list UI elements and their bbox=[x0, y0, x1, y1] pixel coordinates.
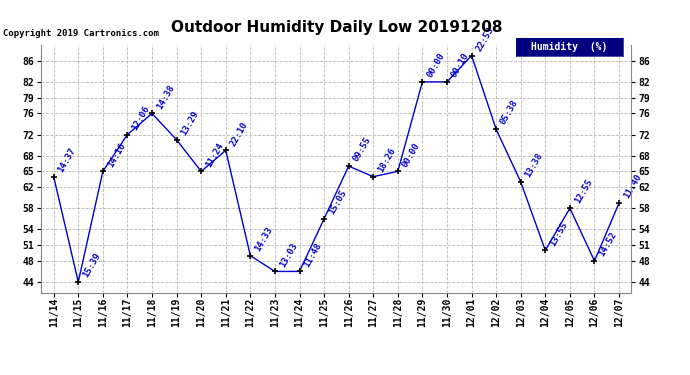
Text: 00:00: 00:00 bbox=[401, 141, 422, 169]
Text: 15:05: 15:05 bbox=[327, 188, 348, 216]
Text: 14:37: 14:37 bbox=[57, 146, 78, 174]
Text: 05:38: 05:38 bbox=[499, 99, 520, 126]
Text: 13:55: 13:55 bbox=[548, 220, 569, 248]
Text: 14:33: 14:33 bbox=[253, 225, 275, 253]
Text: 18:26: 18:26 bbox=[376, 146, 397, 174]
Text: 13:38: 13:38 bbox=[524, 152, 544, 179]
Text: 15:39: 15:39 bbox=[81, 251, 102, 279]
Text: 22:53: 22:53 bbox=[474, 25, 495, 53]
Text: 00:10: 00:10 bbox=[450, 51, 471, 79]
Text: 11:40: 11:40 bbox=[622, 172, 643, 200]
Text: 11:24: 11:24 bbox=[204, 141, 225, 169]
Text: 14:38: 14:38 bbox=[155, 83, 176, 111]
Text: 14:52: 14:52 bbox=[598, 230, 618, 258]
Text: 13:03: 13:03 bbox=[277, 241, 299, 268]
Text: 22:10: 22:10 bbox=[228, 120, 250, 147]
Text: 00:00: 00:00 bbox=[425, 51, 446, 79]
Title: Outdoor Humidity Daily Low 20191208: Outdoor Humidity Daily Low 20191208 bbox=[170, 20, 502, 35]
Text: 14:16: 14:16 bbox=[106, 141, 127, 169]
Text: 13:29: 13:29 bbox=[179, 109, 201, 137]
Text: 12:06: 12:06 bbox=[130, 104, 151, 132]
Text: 12:55: 12:55 bbox=[573, 178, 594, 206]
Text: 11:48: 11:48 bbox=[302, 241, 324, 268]
Text: Copyright 2019 Cartronics.com: Copyright 2019 Cartronics.com bbox=[3, 28, 159, 38]
Text: 09:55: 09:55 bbox=[351, 136, 373, 164]
